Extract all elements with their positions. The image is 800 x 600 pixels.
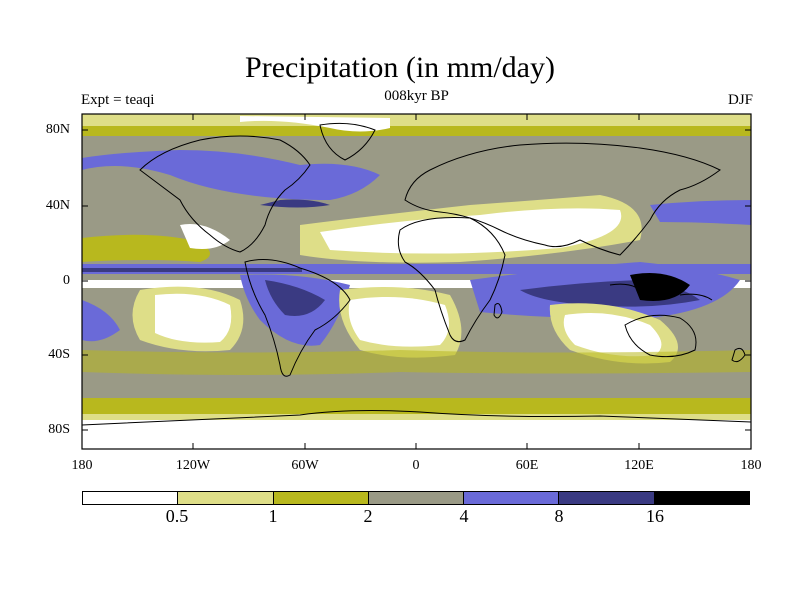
x-tick-label: 0 [412,458,420,473]
x-tick-label: 180 [71,458,93,473]
colorbar-swatch [273,492,369,504]
y-tick-label: 80N [45,122,70,137]
colorbar-label: 2 [363,506,373,526]
experiment-label: Expt = teaqi [81,92,155,108]
x-tick-label: 120W [175,458,211,473]
coastlines [82,122,751,426]
x-tick-label: 60E [515,458,539,473]
colorbar [82,491,750,505]
colorbar-swatch [559,492,655,504]
y-tick-label: 40N [45,198,70,213]
colorbar-label: 1 [268,506,278,526]
colorbar-label: 0.5 [165,506,189,526]
y-tick-label: 0 [63,273,70,288]
colorbar-swatch [654,492,749,504]
precip-field [82,114,751,449]
colorbar-swatch [368,492,465,504]
colorbar-label: 8 [554,506,564,526]
y-tick-label: 40S [48,347,70,362]
x-tick-label: 120E [624,458,654,473]
x-tick-label: 60W [291,458,319,473]
colorbar-label: 16 [646,506,664,526]
chart-title: Precipitation (in mm/day) [245,51,555,84]
x-tick-label: 180 [740,458,762,473]
colorbar-label: 4 [459,506,469,526]
y-tick-label: 80S [48,422,70,437]
season-label: DJF [727,92,753,108]
period-label: 008kyr BP [384,88,449,104]
colorbar-swatch [83,492,179,504]
axis-ticks [82,114,751,449]
colorbar-swatch [464,492,560,504]
colorbar-swatch [178,492,274,504]
